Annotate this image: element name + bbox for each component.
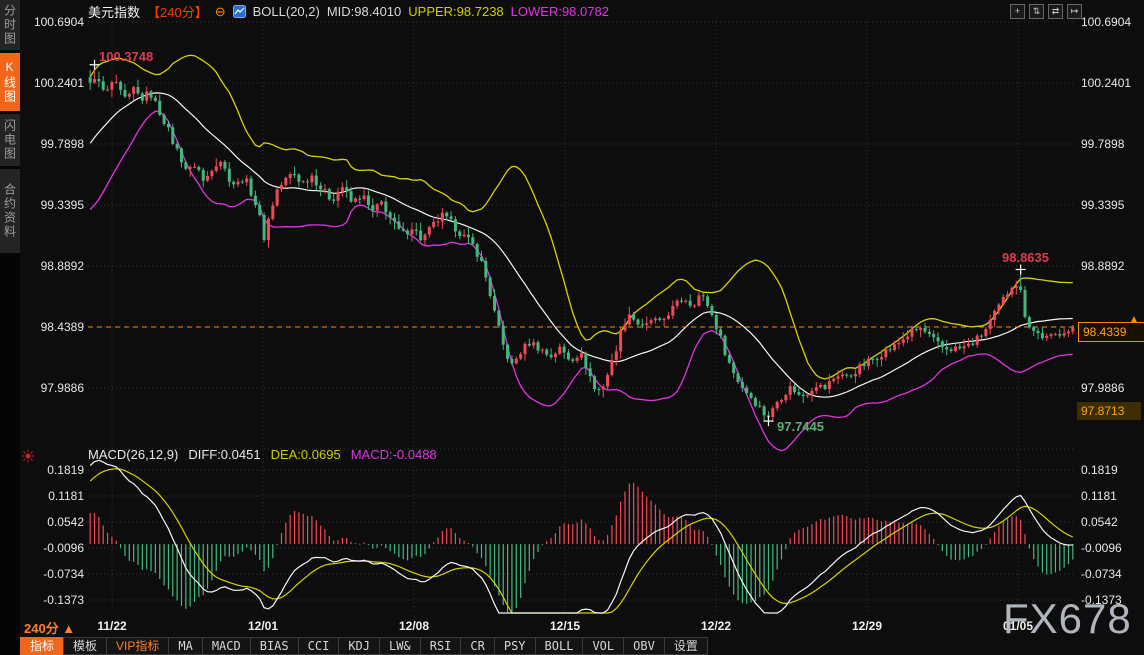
price-axis-label-left: 100.2401	[33, 76, 84, 90]
toolbar-button-kdj[interactable]: KDJ	[338, 637, 381, 655]
macd-histogram	[89, 482, 1074, 613]
macd-axis-label-right: 0.1181	[1081, 489, 1117, 503]
toolbar-button-[interactable]: 模板	[63, 637, 108, 655]
sidebar: 分时图 K线图闪电图合约资料	[0, 0, 20, 655]
toolbar-button-[interactable]: 指标	[20, 637, 65, 655]
price-axis-label-right: 99.3395	[1081, 198, 1125, 212]
toolbar-button-macd[interactable]: MACD	[201, 637, 251, 655]
toolbar-button-cci[interactable]: CCI	[297, 637, 340, 655]
toolbar-button-vip[interactable]: VIP指标	[106, 637, 170, 655]
toolbar-button-vol[interactable]: VOL	[582, 637, 625, 655]
indicator-name: BOLL(20,2)	[252, 4, 320, 19]
sidebar-tab-2[interactable]: K线图	[0, 53, 20, 111]
move-icon[interactable]: +	[1010, 4, 1025, 19]
toolbar-button-cr[interactable]: CR	[460, 637, 495, 655]
date-tick-label: 12/08	[398, 619, 430, 633]
macd-axis-label-right: -0.0734	[1081, 567, 1122, 581]
window-controls: + ⇅ ⇄ ↦	[1010, 4, 1082, 19]
date-tick-label: 12/22	[700, 619, 732, 633]
low-marker-box: 97.8713	[1077, 402, 1141, 420]
date-tick-label: 12/01	[247, 619, 279, 633]
macd-name: MACD(26,12,9)	[88, 447, 179, 462]
timeframe-label: 【240分】	[147, 5, 208, 20]
toolbar-button-rsi[interactable]: RSI	[419, 637, 462, 655]
indicator-toolbar: 指标 模板 VIP指标 MA MACD BIAS CCI KDJ LW& RSI CR PSY BOLL…	[20, 637, 708, 655]
macd-axis-label-left: 0.0542	[47, 515, 84, 529]
price-up-arrow-icon: ▲	[1129, 314, 1139, 325]
macd-axis-label-left: -0.0734	[43, 567, 84, 581]
macd-axis-label-left: -0.0096	[43, 541, 84, 555]
date-tick-label: 12/29	[851, 619, 883, 633]
current-price-value: 98.4339	[1083, 325, 1127, 339]
price-axis-label-right: 99.7898	[1081, 137, 1125, 151]
boll-upper-value: UPPER:98.7238	[408, 4, 504, 19]
date-tick-label: 11/22	[97, 619, 127, 633]
toolbar-button-bias[interactable]: BIAS	[249, 637, 299, 655]
symbol-title: 美元指数	[88, 5, 141, 20]
watermark: FX678	[1003, 595, 1132, 642]
price-axis-label-left: 99.3395	[40, 198, 84, 212]
sidebar-tab-1[interactable]: 分时图	[0, 0, 20, 50]
chart-header: 美元指数 【240分】 ⊖ BOLL(20,2) MID:98.4010 UPP…	[88, 3, 609, 20]
boll-mid-value: MID:98.4010	[326, 4, 402, 19]
boll-lower-value: LOWER:98.0782	[510, 4, 609, 19]
macd-axis-label-left: 0.1181	[48, 489, 84, 503]
toolbar-button-boll[interactable]: BOLL	[534, 637, 584, 655]
chart-type-icon[interactable]	[232, 5, 246, 18]
price-axis-label-left: 98.8892	[40, 259, 84, 273]
price-axis-label-right: 100.2401	[1081, 76, 1132, 90]
collapse-icon[interactable]: ⊖	[214, 4, 226, 19]
sidebar-tab-3[interactable]: 闪电图	[0, 114, 20, 166]
toolbar-button-obv[interactable]: OBV	[623, 637, 665, 655]
macd-settings-icon[interactable]	[21, 449, 35, 468]
candlestick-series	[88, 64, 1075, 422]
toolbar-button-psy[interactable]: PSY	[493, 637, 536, 655]
macd-axis-label-right: -0.1373	[1081, 593, 1122, 607]
macd-header: MACD(26,12,9) DIFF:0.0451 DEA:0.0695 MAC…	[88, 447, 437, 462]
toolbar-button-[interactable]: 设置	[663, 637, 708, 655]
price-axis-label-right: 97.9886	[1081, 381, 1125, 395]
macd-axis-label-right: 0.0542	[1081, 515, 1118, 529]
fit-y-axis-icon[interactable]: ⇅	[1029, 4, 1044, 19]
recent-high-annotation: 98.8635	[1002, 250, 1049, 265]
price-axis-label-left: 100.6904	[33, 15, 84, 29]
date-tick-label: 12/15	[549, 619, 581, 633]
price-axis-label-right: 100.6904	[1081, 15, 1132, 29]
macd-axis-label-left: 0.1819	[47, 463, 84, 477]
sidebar-tab-4[interactable]: 合约资料	[0, 169, 20, 253]
toolbar-button-lw[interactable]: LW&	[379, 637, 421, 655]
macd-hist-value: MACD:-0.0488	[350, 447, 437, 462]
macd-axis-label-right: -0.0096	[1081, 541, 1122, 555]
macd-axis-label-left: -0.1373	[43, 593, 84, 607]
macd-axis-label-right: 0.1819	[1081, 463, 1118, 477]
low-marker-value: 97.8713	[1081, 404, 1125, 418]
period-high-annotation: 100.3748	[99, 49, 154, 64]
macd-dea-value: DEA:0.0695	[270, 447, 341, 462]
date-axis: 240分 ▲ 11/22 12/01 12/08 12/15 12/22 12/29 01/…	[0, 618, 1144, 636]
macd-diff-value: DIFF:0.0451	[188, 447, 261, 462]
period-low-annotation: 97.7445	[777, 419, 824, 434]
gridlines	[88, 21, 1075, 612]
footer-timeframe[interactable]: 240分 ▲	[24, 621, 76, 636]
price-axis-label-left: 99.7898	[40, 137, 84, 151]
toolbar-button-ma[interactable]: MA	[168, 637, 203, 655]
price-axis-label-left: 98.4389	[40, 320, 84, 334]
fit-x-axis-icon[interactable]: ⇄	[1048, 4, 1063, 19]
price-axis-label-left: 97.9886	[40, 381, 84, 395]
pop-out-icon[interactable]: ↦	[1067, 4, 1082, 19]
price-axis-label-right: 98.8892	[1081, 259, 1125, 273]
current-price-box: 98.4339	[1078, 322, 1144, 342]
date-tick-label: 01/05	[1002, 619, 1034, 633]
